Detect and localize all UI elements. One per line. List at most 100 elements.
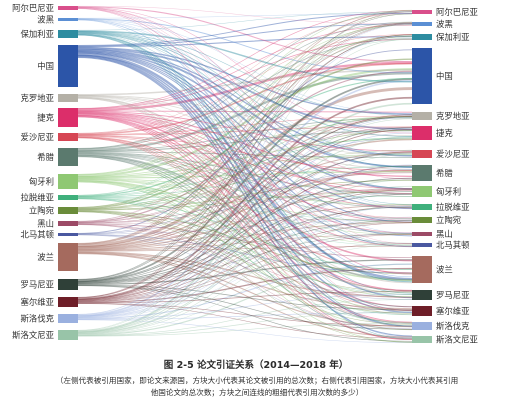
citation-link	[77, 13, 413, 19]
citation-link	[77, 112, 413, 209]
cited-country-label: 克罗地亚	[21, 93, 55, 103]
citing-country-label: 波兰	[436, 265, 453, 275]
citation-link	[77, 24, 413, 175]
citation-link	[77, 312, 413, 320]
citation-link	[77, 245, 413, 252]
citation-link	[77, 11, 413, 298]
citation-link	[77, 284, 413, 311]
figure-note: （左侧代表被引用国家，即论文来源国，方块大小代表其论文被引用的总次数；右侧代表引…	[14, 375, 500, 399]
citation-link	[77, 31, 413, 116]
citing-country-label: 希腊	[436, 168, 453, 178]
citing-node	[412, 165, 432, 181]
citation-link	[77, 151, 413, 249]
citation-link	[77, 154, 413, 292]
citing-country-label: 爱沙尼亚	[436, 149, 470, 159]
citation-link	[77, 188, 413, 250]
citation-link	[77, 137, 413, 197]
citation-link	[77, 35, 413, 340]
citation-link	[77, 36, 413, 176]
citing-country-label: 中国	[436, 71, 453, 81]
citation-link	[77, 8, 413, 312]
citation-link	[77, 178, 413, 223]
citation-link	[77, 34, 413, 134]
citation-link	[77, 33, 413, 294]
citation-link	[77, 22, 413, 208]
citation-link	[77, 135, 413, 172]
citation-link	[77, 263, 413, 336]
citation-link	[77, 152, 413, 219]
citation-link	[77, 205, 413, 302]
citation-link	[77, 30, 413, 83]
citation-link	[77, 155, 413, 324]
citation-link	[77, 153, 413, 244]
citation-link	[77, 7, 413, 191]
citation-link	[77, 135, 413, 219]
citation-link	[77, 38, 413, 331]
citation-link	[77, 242, 413, 303]
citation-link	[77, 48, 413, 157]
citation-link	[77, 18, 413, 156]
citation-link	[77, 11, 413, 222]
citation-link	[77, 218, 413, 224]
citation-link	[77, 234, 413, 274]
citation-link	[77, 137, 413, 311]
citation-link	[77, 116, 413, 323]
cited-country-label: 保加利亚	[21, 29, 55, 39]
citation-link	[77, 196, 413, 198]
citation-link	[77, 24, 413, 196]
citation-link	[77, 116, 413, 341]
cited-country-label: 黑山	[37, 219, 54, 229]
citation-link	[77, 96, 413, 197]
citing-node	[412, 204, 432, 210]
citation-link	[77, 252, 413, 328]
citing-node	[412, 290, 432, 300]
citation-link	[77, 7, 413, 245]
citing-node	[412, 217, 432, 223]
citation-link	[77, 24, 413, 109]
citing-country-label: 立陶宛	[436, 215, 461, 225]
citation-link	[77, 10, 413, 331]
citation-link	[77, 204, 413, 251]
citation-link	[77, 113, 413, 247]
citing-country-label: 匈牙利	[436, 187, 461, 197]
citation-link	[77, 116, 413, 197]
cited-country-label: 塞尔维亚	[21, 297, 55, 307]
citation-link	[77, 138, 413, 248]
citation-link	[77, 224, 413, 330]
citation-link	[77, 118, 413, 333]
citation-link	[77, 33, 413, 283]
citation-link	[77, 50, 413, 210]
citation-link	[77, 284, 413, 330]
citation-link	[77, 114, 413, 300]
citation-link	[77, 267, 413, 304]
citing-node	[412, 186, 432, 197]
citation-link	[77, 7, 413, 222]
citing-node	[412, 243, 432, 247]
citation-link	[77, 12, 413, 46]
citing-node	[412, 126, 432, 140]
citation-link	[77, 116, 413, 247]
citation-link	[77, 95, 413, 170]
cited-node	[58, 314, 78, 323]
citation-link	[77, 179, 413, 282]
citing-node	[412, 22, 432, 26]
citation-link	[77, 219, 413, 235]
citation-link	[77, 259, 413, 286]
citing-node	[412, 34, 432, 40]
citation-link	[77, 197, 413, 247]
citation-link	[77, 70, 413, 223]
citation-link	[77, 115, 413, 135]
cited-node	[58, 133, 78, 141]
citation-link	[77, 137, 413, 324]
citing-country-label: 斯洛伐克	[436, 321, 470, 331]
citation-link	[77, 23, 413, 280]
cited-node	[58, 195, 78, 200]
citation-link	[77, 35, 413, 315]
cited-country-label: 罗马尼亚	[21, 280, 55, 290]
citation-link	[77, 19, 413, 338]
citation-link	[77, 49, 413, 234]
citation-link	[77, 251, 413, 310]
citing-country-label: 捷克	[436, 128, 453, 138]
citation-link	[77, 69, 413, 96]
citation-link	[77, 22, 413, 245]
